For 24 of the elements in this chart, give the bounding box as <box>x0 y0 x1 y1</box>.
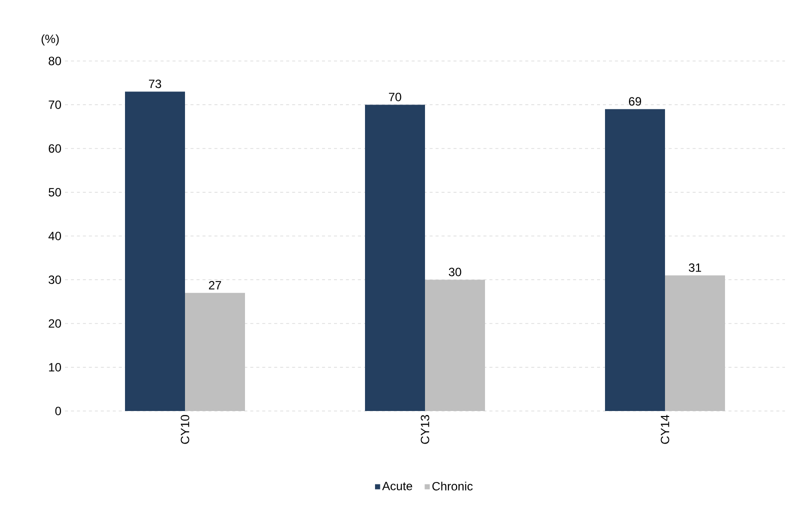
y-axis-title: (%) <box>42 34 59 46</box>
data-label: 73 <box>148 80 162 88</box>
y-tick-label: 30 <box>48 276 62 284</box>
y-tick-label: 10 <box>49 363 62 372</box>
x-tick-label: CY10 <box>180 414 190 444</box>
bar <box>605 109 666 411</box>
y-tick-label: 20 <box>48 319 62 328</box>
data-label: 31 <box>688 263 702 272</box>
y-tick-label: 40 <box>48 232 62 240</box>
data-label: 30 <box>448 268 462 276</box>
data-label: 69 <box>628 97 642 106</box>
y-tick-label: 80 <box>48 56 62 66</box>
y-tick-label: 70 <box>48 100 62 109</box>
legend-label: Chronic <box>432 482 473 490</box>
y-tick-label: 0 <box>55 406 62 416</box>
y-tick-label: 50 <box>48 188 62 196</box>
data-label: 70 <box>388 92 402 102</box>
x-tick-label: CY14 <box>660 414 670 444</box>
legend-label: Acute <box>382 482 412 490</box>
bar <box>125 92 186 411</box>
bar <box>365 104 426 411</box>
x-tick-label: CY13 <box>420 415 430 444</box>
y-tick-label: 60 <box>48 144 62 153</box>
data-label: 27 <box>208 281 222 290</box>
